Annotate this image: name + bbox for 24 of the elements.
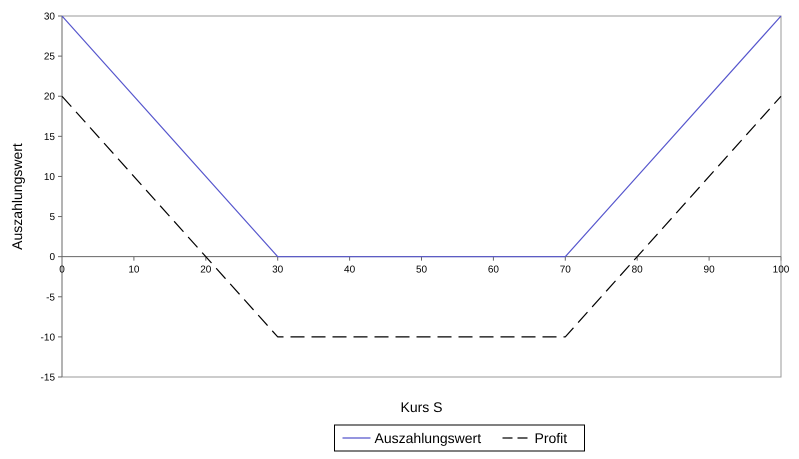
y-tick-label: -5 bbox=[46, 292, 56, 304]
legend-label: Profit bbox=[534, 430, 568, 446]
legend-label: Auszahlungswert bbox=[374, 430, 482, 446]
x-tick-label: 20 bbox=[200, 264, 212, 276]
x-tick-label: 100 bbox=[772, 264, 790, 276]
x-axis-title: Kurs S bbox=[400, 399, 443, 415]
x-tick-label: 10 bbox=[128, 264, 140, 276]
y-tick-label: 10 bbox=[44, 172, 56, 183]
y-tick-label: 20 bbox=[44, 92, 56, 103]
y-tick-label: 0 bbox=[49, 252, 56, 264]
x-tick-label: 60 bbox=[488, 264, 500, 276]
x-tick-label: 90 bbox=[704, 264, 716, 276]
y-tick-label: 25 bbox=[44, 52, 56, 63]
y-tick-label: 15 bbox=[44, 132, 56, 143]
x-tick-label: 30 bbox=[272, 264, 284, 276]
y-tick-label: -15 bbox=[40, 372, 56, 384]
y-tick-label: 5 bbox=[49, 212, 56, 224]
x-tick-label: 40 bbox=[344, 264, 356, 276]
x-tick-label: 70 bbox=[560, 264, 572, 276]
x-tick-label: 50 bbox=[416, 264, 428, 276]
x-tick-label: 80 bbox=[632, 264, 644, 276]
y-axis-title: Auszahlungswert bbox=[9, 143, 25, 250]
y-tick-label: -10 bbox=[40, 332, 56, 344]
y-tick-label: 30 bbox=[44, 12, 56, 22]
